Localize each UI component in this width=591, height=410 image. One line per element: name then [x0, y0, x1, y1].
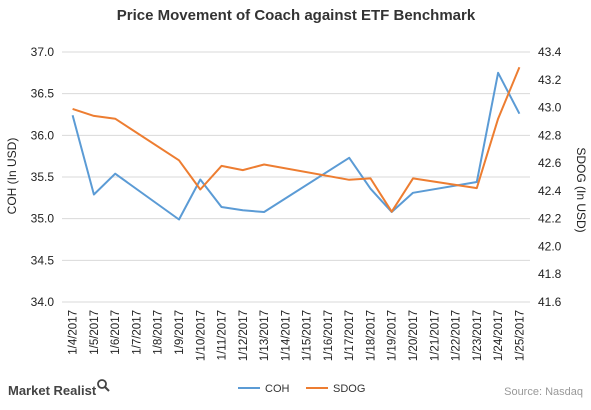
- x-tick-label: 1/23/2017: [472, 310, 484, 361]
- x-tick-label: 1/24/2017: [493, 310, 505, 361]
- brand-logo: Market Realist: [8, 379, 110, 398]
- left-tick-label: 37.0: [31, 45, 55, 59]
- right-tick-label: 42.8: [538, 128, 562, 142]
- right-tick-label: 42.6: [538, 156, 562, 170]
- x-tick-label: 1/21/2017: [429, 310, 441, 361]
- left-tick-label: 36.0: [31, 128, 55, 142]
- series-line-sdog: [72, 66, 521, 213]
- x-tick-label: 1/15/2017: [302, 310, 314, 361]
- x-tick-label: 1/12/2017: [238, 310, 250, 361]
- series-layer: [71, 66, 521, 221]
- right-tick-label: 42.4: [538, 184, 562, 198]
- left-tick-label: 35.0: [31, 212, 55, 226]
- left-tick-label: 35.5: [31, 170, 55, 184]
- legend: COH SDOG: [238, 383, 365, 395]
- x-axis-ticks: 1/4/2017 1/5/2017 1/6/2017 1/7/2017 1/8/2017…: [68, 310, 527, 361]
- x-tick-label: 1/7/2017: [131, 310, 143, 355]
- x-tick-label: 1/11/2017: [217, 310, 229, 360]
- source-note: Source: Nasdaq: [504, 386, 583, 398]
- x-tick-label: 1/16/2017: [323, 310, 335, 361]
- legend-label-coh: COH: [265, 383, 290, 395]
- right-tick-label: 43.0: [538, 101, 562, 115]
- x-tick-label: 1/8/2017: [153, 310, 165, 355]
- x-tick-label: 1/17/2017: [344, 310, 356, 361]
- x-tick-label: 1/18/2017: [365, 310, 377, 361]
- right-axis-label: SDOG (In USD): [574, 147, 588, 232]
- right-tick-label: 43.2: [538, 73, 562, 87]
- legend-label-sdog: SDOG: [333, 383, 365, 395]
- left-axis-label: COH (In USD): [5, 138, 19, 215]
- x-tick-label: 1/19/2017: [387, 310, 399, 361]
- x-tick-label: 1/5/2017: [89, 310, 101, 355]
- right-tick-label: 42.0: [538, 239, 562, 253]
- x-tick-label: 1/25/2017: [514, 310, 526, 361]
- gridlines: [62, 51, 530, 303]
- x-tick-label: 1/22/2017: [451, 310, 463, 361]
- x-tick-label: 1/9/2017: [174, 310, 186, 355]
- left-tick-label: 34.0: [31, 295, 55, 309]
- right-axis-ticks: 41.6 41.8 42.0 42.2 42.4 42.6 42.8 43.0 43.2 43.4: [538, 45, 562, 309]
- x-tick-label: 1/4/2017: [68, 310, 80, 355]
- x-tick-label: 1/13/2017: [259, 310, 271, 361]
- right-tick-label: 42.2: [538, 212, 562, 226]
- right-tick-label: 43.4: [538, 45, 562, 59]
- right-tick-label: 41.6: [538, 295, 562, 309]
- right-tick-label: 41.8: [538, 267, 562, 281]
- x-tick-label: 1/20/2017: [408, 310, 420, 361]
- x-tick-label: 1/14/2017: [280, 310, 292, 361]
- left-tick-label: 34.5: [31, 253, 55, 267]
- left-tick-label: 36.5: [31, 87, 55, 101]
- brand-text: Market Realist: [8, 383, 97, 398]
- series-line-coh: [71, 71, 521, 221]
- magnifier-icon: [97, 379, 110, 392]
- x-tick-label: 1/10/2017: [195, 310, 207, 361]
- left-axis-ticks: 34.0 34.5 35.0 35.5 36.0 36.5 37.0: [31, 45, 55, 309]
- x-tick-label: 1/6/2017: [110, 310, 122, 355]
- chart-title: Price Movement of Coach against ETF Benc…: [117, 7, 476, 24]
